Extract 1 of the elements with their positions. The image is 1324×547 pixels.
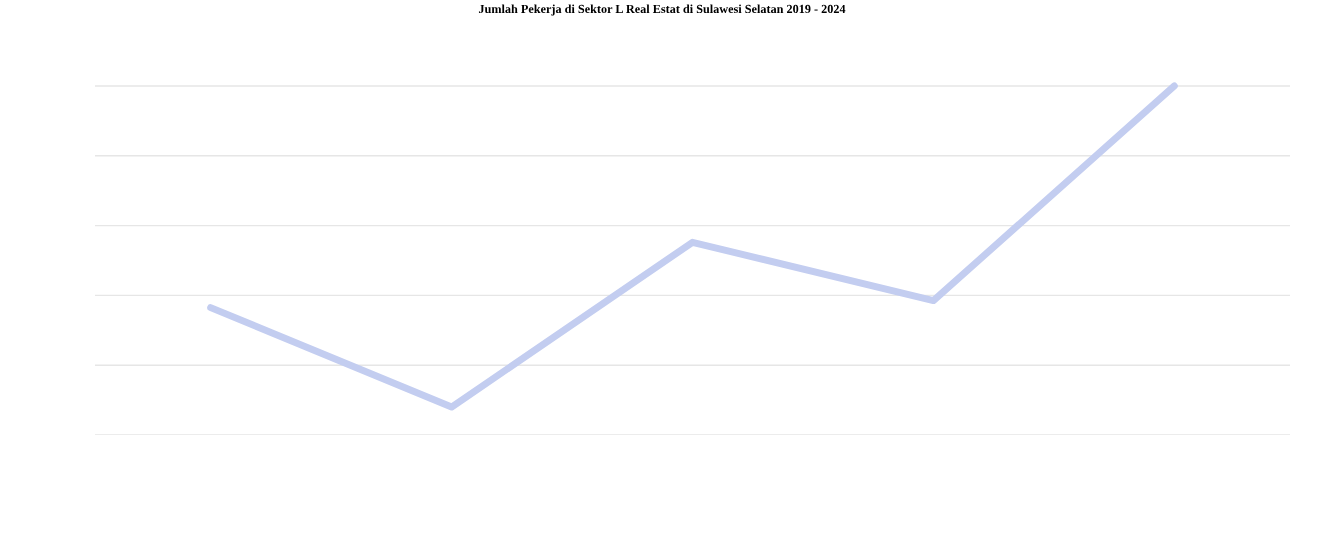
chart-title: Jumlah Pekerja di Sektor L Real Estat di Sulawesi Selatan 2019 - 2024	[478, 4, 846, 16]
